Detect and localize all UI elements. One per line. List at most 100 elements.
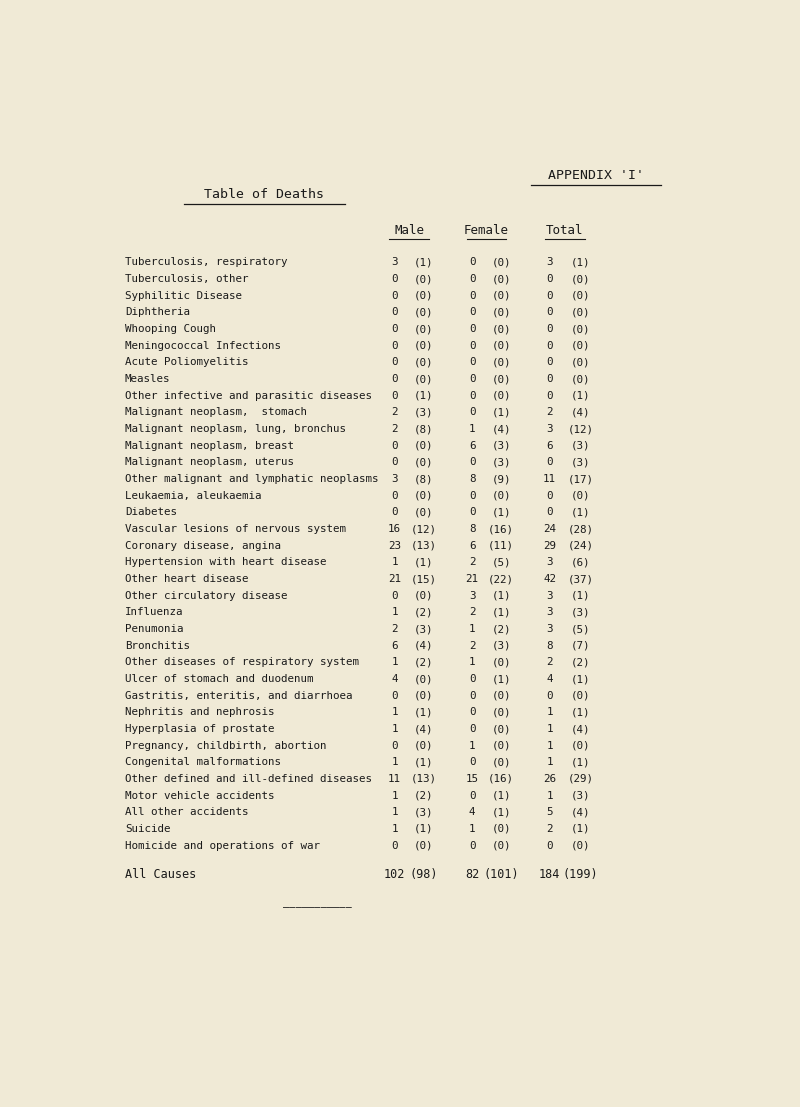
Text: Influenza: Influenza	[125, 608, 183, 618]
Text: Other circulatory disease: Other circulatory disease	[125, 591, 287, 601]
Text: 0: 0	[469, 258, 475, 268]
Text: (1): (1)	[570, 757, 590, 767]
Text: 0: 0	[391, 291, 398, 301]
Text: 1: 1	[391, 658, 398, 668]
Text: (0): (0)	[491, 824, 511, 834]
Text: 3: 3	[546, 258, 553, 268]
Text: (1): (1)	[570, 824, 590, 834]
Text: (0): (0)	[414, 591, 434, 601]
Text: (0): (0)	[491, 840, 511, 850]
Text: Suicide: Suicide	[125, 824, 170, 834]
Text: (0): (0)	[414, 308, 434, 318]
Text: (0): (0)	[491, 757, 511, 767]
Text: (4): (4)	[414, 641, 434, 651]
Text: Diphtheria: Diphtheria	[125, 308, 190, 318]
Text: 0: 0	[469, 324, 475, 334]
Text: (16): (16)	[488, 524, 514, 534]
Text: Malignant neoplasm,  stomach: Malignant neoplasm, stomach	[125, 407, 307, 417]
Text: (0): (0)	[414, 507, 434, 517]
Text: (2): (2)	[414, 608, 434, 618]
Text: 42: 42	[543, 575, 556, 584]
Text: (1): (1)	[414, 707, 434, 717]
Text: APPENDIX 'I': APPENDIX 'I'	[548, 169, 644, 183]
Text: 3: 3	[546, 557, 553, 568]
Text: (4): (4)	[570, 407, 590, 417]
Text: Meningococcal Infections: Meningococcal Infections	[125, 341, 281, 351]
Text: 0: 0	[469, 391, 475, 401]
Text: Other infective and parasitic diseases: Other infective and parasitic diseases	[125, 391, 372, 401]
Text: (0): (0)	[491, 741, 511, 751]
Text: (12): (12)	[567, 424, 594, 434]
Text: (24): (24)	[567, 540, 594, 550]
Text: 0: 0	[391, 591, 398, 601]
Text: (0): (0)	[570, 374, 590, 384]
Text: Tuberculosis, respiratory: Tuberculosis, respiratory	[125, 258, 287, 268]
Text: 0: 0	[391, 391, 398, 401]
Text: 0: 0	[391, 457, 398, 467]
Text: 2: 2	[469, 557, 475, 568]
Text: Total: Total	[546, 224, 584, 237]
Text: Other malignant and lymphatic neoplasms: Other malignant and lymphatic neoplasms	[125, 474, 378, 484]
Text: 0: 0	[391, 691, 398, 701]
Text: (15): (15)	[410, 575, 437, 584]
Text: 0: 0	[546, 374, 553, 384]
Text: 0: 0	[391, 441, 398, 451]
Text: 2: 2	[391, 424, 398, 434]
Text: 4: 4	[546, 674, 553, 684]
Text: (199): (199)	[562, 868, 598, 881]
Text: Vascular lesions of nervous system: Vascular lesions of nervous system	[125, 524, 346, 534]
Text: 102: 102	[384, 868, 405, 881]
Text: Penumonia: Penumonia	[125, 624, 183, 634]
Text: Ulcer of stomach and duodenum: Ulcer of stomach and duodenum	[125, 674, 314, 684]
Text: 11: 11	[543, 474, 556, 484]
Text: (1): (1)	[414, 258, 434, 268]
Text: (1): (1)	[414, 824, 434, 834]
Text: 11: 11	[388, 774, 401, 784]
Text: (3): (3)	[570, 790, 590, 800]
Text: (0): (0)	[570, 490, 590, 500]
Text: (6): (6)	[570, 557, 590, 568]
Text: Hypertension with heart disease: Hypertension with heart disease	[125, 557, 326, 568]
Text: (3): (3)	[491, 641, 511, 651]
Text: 3: 3	[546, 624, 553, 634]
Text: (0): (0)	[491, 391, 511, 401]
Text: 0: 0	[469, 407, 475, 417]
Text: All Causes: All Causes	[125, 868, 196, 881]
Text: 0: 0	[469, 724, 475, 734]
Text: (3): (3)	[570, 457, 590, 467]
Text: 0: 0	[546, 840, 553, 850]
Text: 0: 0	[546, 275, 553, 284]
Text: (1): (1)	[570, 707, 590, 717]
Text: (0): (0)	[570, 341, 590, 351]
Text: Congenital malformations: Congenital malformations	[125, 757, 281, 767]
Text: (29): (29)	[567, 774, 594, 784]
Text: (5): (5)	[491, 557, 511, 568]
Text: (0): (0)	[414, 840, 434, 850]
Text: (0): (0)	[414, 358, 434, 368]
Text: 1: 1	[391, 557, 398, 568]
Text: (4): (4)	[491, 424, 511, 434]
Text: 0: 0	[469, 291, 475, 301]
Text: (3): (3)	[414, 807, 434, 817]
Text: 2: 2	[391, 407, 398, 417]
Text: (0): (0)	[570, 308, 590, 318]
Text: (0): (0)	[414, 457, 434, 467]
Text: 1: 1	[469, 424, 475, 434]
Text: 1: 1	[391, 757, 398, 767]
Text: 1: 1	[546, 707, 553, 717]
Text: 3: 3	[391, 474, 398, 484]
Text: 1: 1	[391, 790, 398, 800]
Text: (98): (98)	[410, 868, 438, 881]
Text: 1: 1	[469, 824, 475, 834]
Text: (3): (3)	[414, 407, 434, 417]
Text: (0): (0)	[491, 724, 511, 734]
Text: (0): (0)	[570, 840, 590, 850]
Text: 0: 0	[469, 341, 475, 351]
Text: 1: 1	[546, 724, 553, 734]
Text: (1): (1)	[570, 591, 590, 601]
Text: (8): (8)	[414, 424, 434, 434]
Text: (0): (0)	[570, 691, 590, 701]
Text: 8: 8	[469, 524, 475, 534]
Text: Male: Male	[394, 224, 424, 237]
Text: Malignant neoplasm, lung, bronchus: Malignant neoplasm, lung, bronchus	[125, 424, 346, 434]
